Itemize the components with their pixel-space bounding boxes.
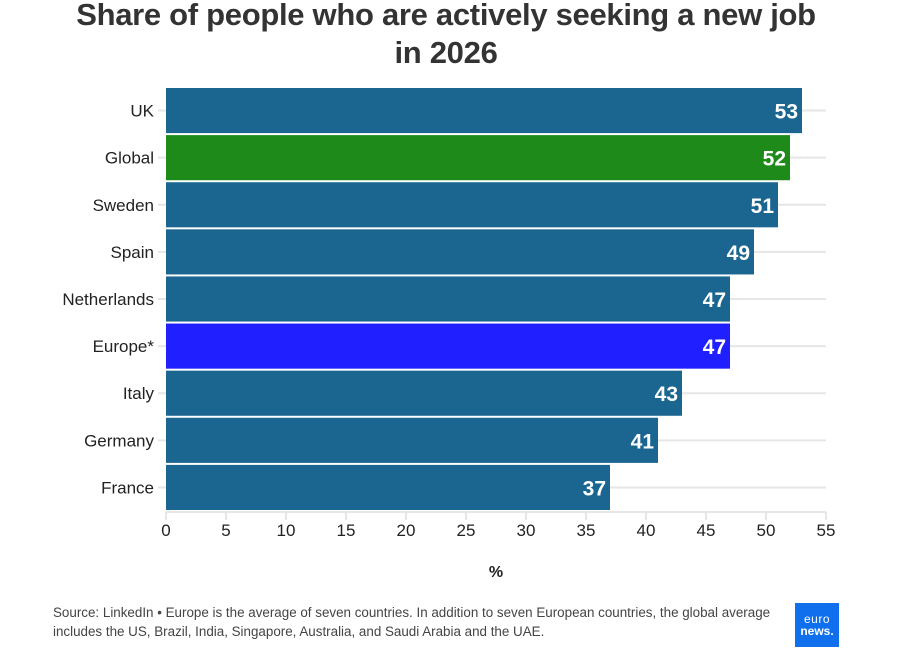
euronews-logo: euro news. <box>795 603 839 647</box>
logo-line-2: news. <box>800 624 834 638</box>
x-tick-label: 20 <box>397 521 416 540</box>
x-tick-label: 30 <box>517 521 536 540</box>
data-label: 52 <box>763 148 786 171</box>
bar-germany <box>166 417 658 463</box>
category-label: Spain <box>111 243 154 262</box>
x-axis-title: % <box>489 564 503 581</box>
data-label: 47 <box>703 336 726 359</box>
bar-italy <box>166 370 682 416</box>
x-tick-label: 35 <box>577 521 596 540</box>
chart-title-line-1: Share of people who are actively seeking… <box>76 0 816 32</box>
category-label: UK <box>130 102 154 121</box>
data-labels: 53 52 51 49 47 47 43 41 37 <box>583 101 798 501</box>
x-tick-label: 5 <box>221 521 230 540</box>
source-note: Source: LinkedIn • Europe is the average… <box>53 605 771 639</box>
bar-spain <box>166 229 754 275</box>
bars <box>166 88 802 510</box>
x-axis: 0 5 10 15 20 25 30 35 40 45 50 55 <box>161 511 836 540</box>
x-tick-label: 15 <box>337 521 356 540</box>
x-tick-label: 50 <box>757 521 776 540</box>
x-tick-label: 55 <box>817 521 836 540</box>
data-label: 47 <box>703 289 726 312</box>
bar-uk <box>166 88 802 134</box>
x-tick-label: 25 <box>457 521 476 540</box>
category-label: Global <box>105 149 154 168</box>
data-label: 41 <box>631 430 655 453</box>
chart-title-line-2: in 2026 <box>394 35 498 70</box>
category-label: Sweden <box>93 196 154 215</box>
logo-line-1: euro <box>803 612 831 626</box>
data-label: 51 <box>751 195 775 218</box>
data-label: 53 <box>775 101 798 124</box>
x-tick-label: 45 <box>697 521 716 540</box>
data-label: 37 <box>583 477 606 500</box>
category-label: Europe* <box>93 337 155 356</box>
x-tick-label: 0 <box>161 521 170 540</box>
bar-france <box>166 464 610 510</box>
chart-title: Share of people who are actively seeking… <box>0 0 892 72</box>
data-label: 43 <box>655 383 678 406</box>
bar-netherlands <box>166 276 730 322</box>
bar-europe <box>166 323 730 369</box>
category-label: France <box>101 478 154 497</box>
data-label: 49 <box>727 242 750 265</box>
category-label: Netherlands <box>62 290 154 309</box>
x-tick-label: 10 <box>277 521 296 540</box>
bar-sweden <box>166 182 778 228</box>
bar-global <box>166 135 790 181</box>
x-tick-label: 40 <box>637 521 656 540</box>
category-labels: UK Global Sweden Spain Netherlands Europe* Ita… <box>62 102 154 498</box>
category-label: Italy <box>123 384 155 403</box>
category-label: Germany <box>84 431 154 450</box>
